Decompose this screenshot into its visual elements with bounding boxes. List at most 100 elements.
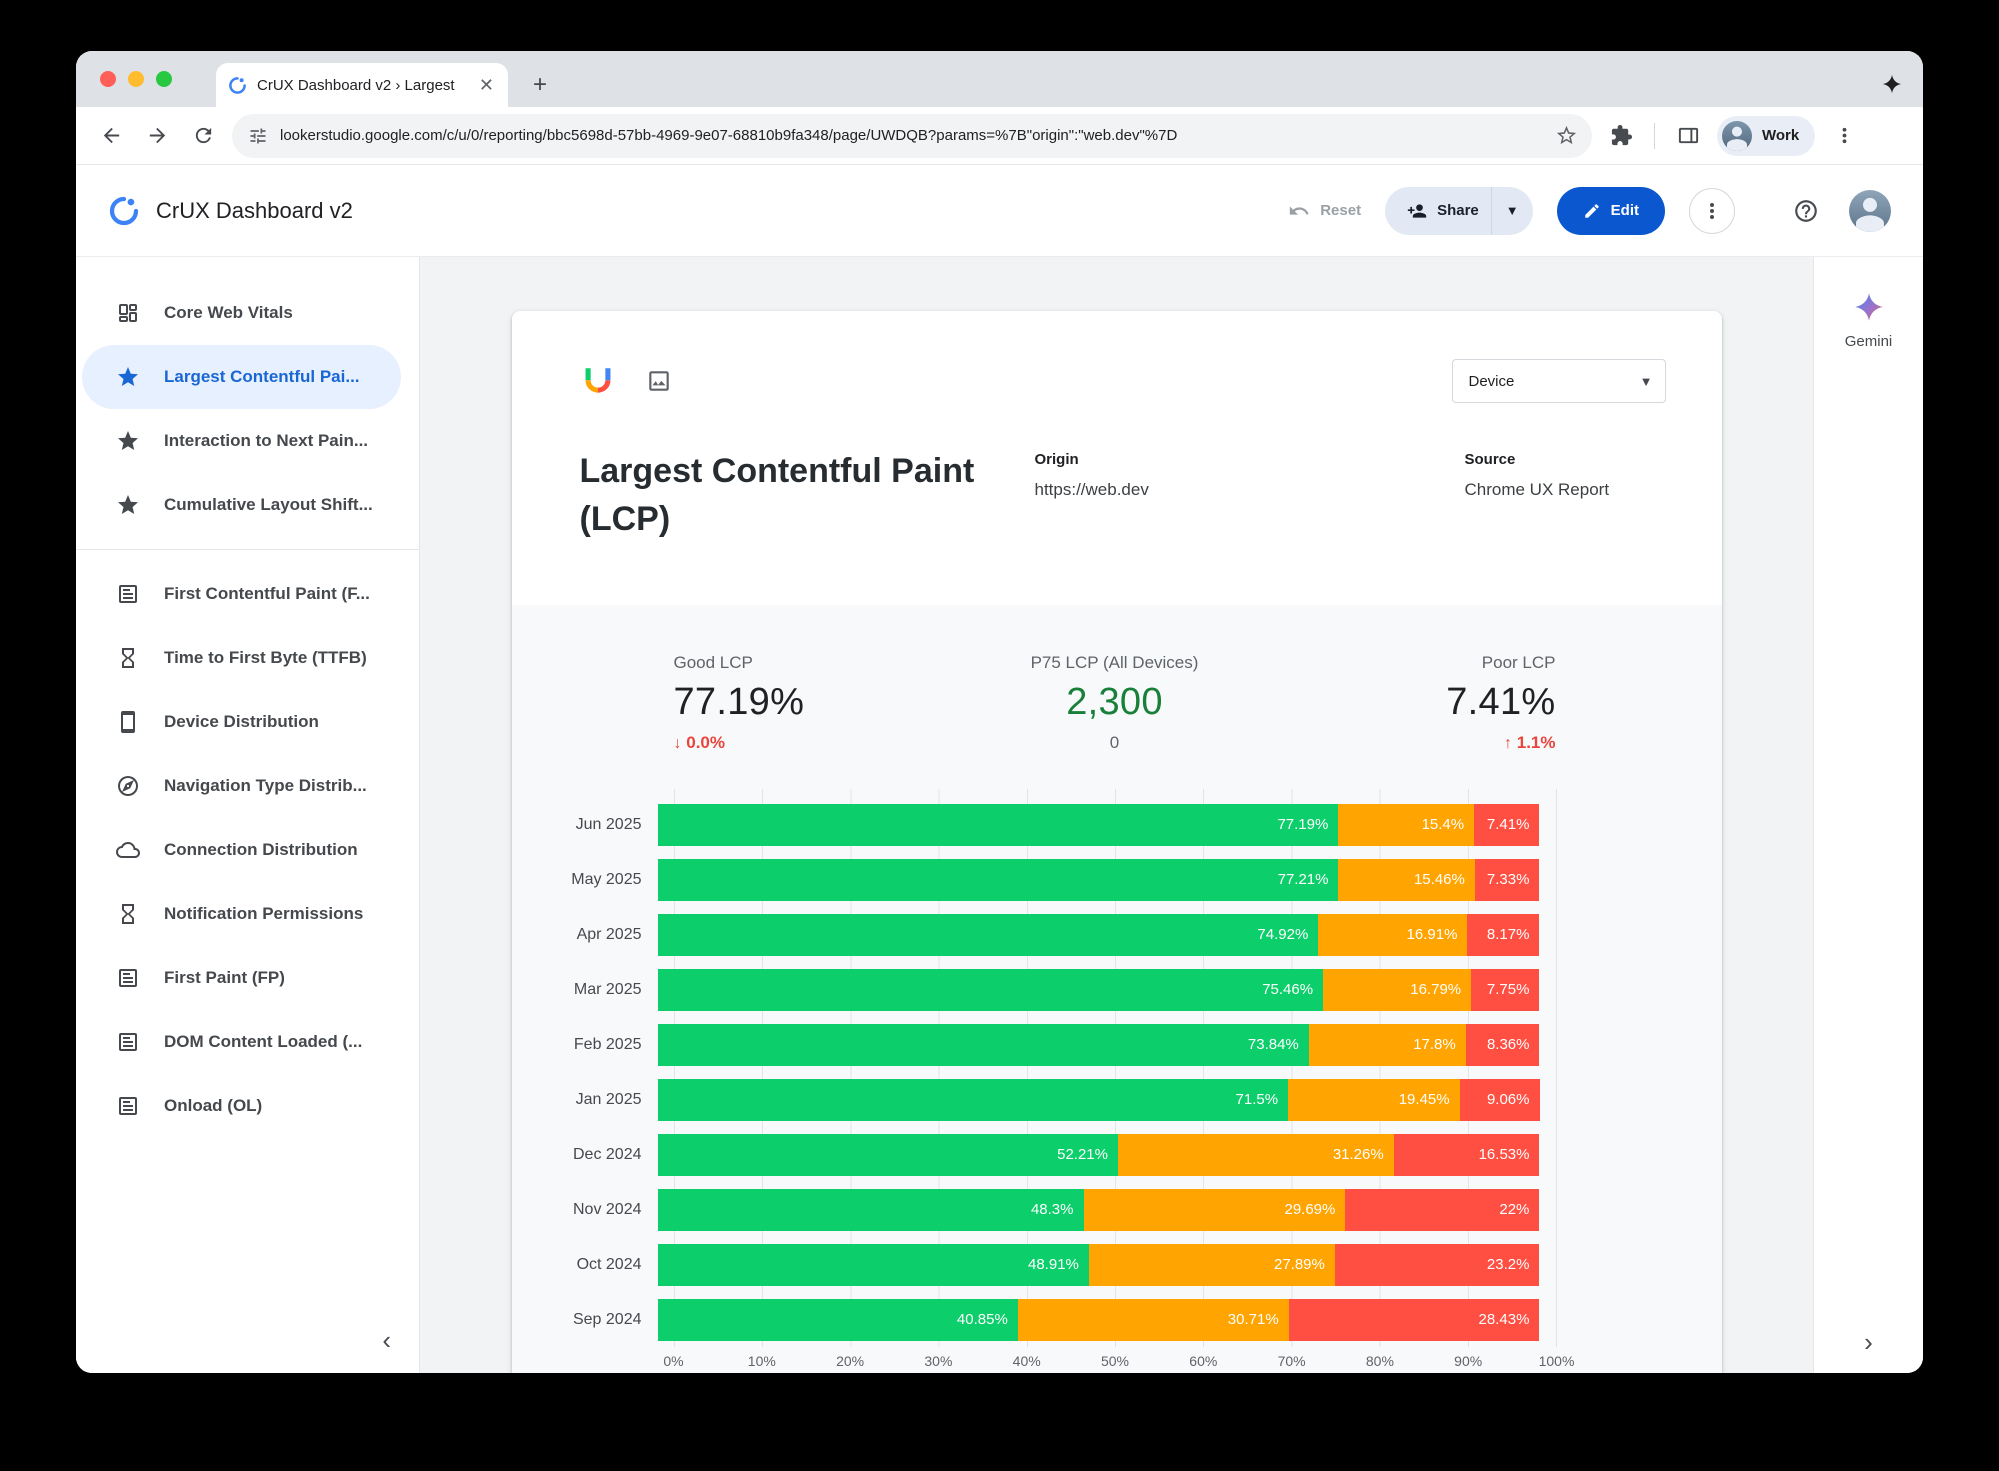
bar-segment-needs-improvement[interactable]: 17.8% xyxy=(1308,1023,1466,1066)
bookmark-star-icon[interactable] xyxy=(1555,124,1578,147)
url-text: lookerstudio.google.com/c/u/0/reporting/… xyxy=(280,127,1178,144)
bar-segment-needs-improvement[interactable]: 15.46% xyxy=(1338,858,1475,901)
bar-segment-good[interactable]: 48.3% xyxy=(657,1188,1084,1231)
expand-panel-chevron-icon[interactable]: › xyxy=(1864,1327,1873,1357)
sidebar-item-onload[interactable]: Onload (OL) xyxy=(82,1074,401,1138)
bar-segment-poor[interactable]: 8.17% xyxy=(1467,913,1540,956)
bar-segment-poor[interactable]: 8.36% xyxy=(1465,1023,1540,1066)
extensions-icon[interactable] xyxy=(1600,115,1642,157)
browser-sparkle-icon[interactable] xyxy=(1881,73,1903,95)
reload-button[interactable] xyxy=(182,115,224,157)
compass-icon xyxy=(116,774,140,798)
sidebar-item-core-web-vitals[interactable]: Core Web Vitals xyxy=(82,281,401,345)
reset-button[interactable]: Reset xyxy=(1288,200,1361,222)
sidebar-item-connection-distribution[interactable]: Connection Distribution xyxy=(82,818,401,882)
bar-segment-value: 52.21% xyxy=(1057,1146,1108,1163)
source-label: Source xyxy=(1464,451,1516,468)
gemini-icon[interactable] xyxy=(1853,291,1885,323)
tab-close-icon[interactable]: ✕ xyxy=(478,74,494,95)
bar-segment-needs-improvement[interactable]: 16.79% xyxy=(1323,968,1472,1011)
sidebar-item-label: Time to First Byte (TTFB) xyxy=(164,648,367,667)
new-tab-button[interactable]: + xyxy=(532,71,547,98)
sidebar-item-device-distribution[interactable]: Device Distribution xyxy=(82,690,401,754)
doc-icon xyxy=(116,1030,140,1054)
bar-segment-needs-improvement[interactable]: 29.69% xyxy=(1083,1188,1346,1231)
close-window-button[interactable] xyxy=(100,71,116,87)
bar-segment-value: 8.17% xyxy=(1486,926,1530,943)
sidebar-item-label: Core Web Vitals xyxy=(164,303,293,322)
x-axis-tick: 40% xyxy=(1012,1353,1041,1369)
bar-segment-poor[interactable]: 7.75% xyxy=(1471,968,1540,1011)
zoom-window-button[interactable] xyxy=(156,71,172,87)
sidebar-item-cumulative-layout-shift[interactable]: Cumulative Layout Shift... xyxy=(82,473,401,537)
report-card-header: Device ▼ Largest Contentful Paint (LCP) … xyxy=(512,311,1722,605)
webdev-logo-icon xyxy=(580,363,616,399)
bar-segment-needs-improvement[interactable]: 27.89% xyxy=(1088,1243,1335,1286)
bar-segment-good[interactable]: 74.92% xyxy=(657,913,1319,956)
more-options-button[interactable] xyxy=(1689,187,1735,234)
bar-segment-poor[interactable]: 23.2% xyxy=(1334,1243,1540,1286)
bar-segment-good[interactable]: 75.46% xyxy=(657,968,1324,1011)
share-button[interactable]: Share ▼ xyxy=(1385,186,1533,235)
profile-chip[interactable]: Work xyxy=(1717,115,1816,156)
report-title: Largest Contentful Paint (LCP) xyxy=(579,452,975,538)
tab-title: CrUX Dashboard v2 › Largest xyxy=(257,76,455,94)
forward-button[interactable] xyxy=(136,115,178,157)
sidebar-item-notification-permissions[interactable]: Notification Permissions xyxy=(82,882,401,946)
bar-segment-poor[interactable]: 16.53% xyxy=(1393,1133,1540,1176)
share-button-divider xyxy=(1490,186,1492,235)
looker-studio-favicon-icon xyxy=(228,76,247,95)
bar-segment-poor[interactable]: 7.41% xyxy=(1474,803,1540,846)
bar-segment-needs-improvement[interactable]: 30.71% xyxy=(1017,1298,1289,1341)
phone-icon xyxy=(116,710,140,734)
bar-segment-good[interactable]: 77.21% xyxy=(657,858,1339,901)
sidebar-item-time-to-first-byte[interactable]: Time to First Byte (TTFB) xyxy=(82,626,401,690)
device-filter-dropdown[interactable]: Device ▼ xyxy=(1451,359,1666,403)
sidebar-item-dom-content-loaded[interactable]: DOM Content Loaded (... xyxy=(82,1010,401,1074)
bar-segment-good[interactable]: 40.85% xyxy=(657,1298,1018,1341)
chart-category-label: Jun 2025 xyxy=(575,815,642,833)
bar-segment-good[interactable]: 48.91% xyxy=(657,1243,1089,1286)
sidebar-item-largest-contentful-paint[interactable]: Largest Contentful Pai... xyxy=(82,345,401,409)
edit-button[interactable]: Edit xyxy=(1556,186,1665,235)
bar-segment-value: 16.91% xyxy=(1406,926,1458,943)
chart-bar: 73.84% 17.8% 8.36% xyxy=(657,1023,1540,1066)
edit-label: Edit xyxy=(1610,202,1639,219)
bar-segment-value: 8.36% xyxy=(1486,1036,1530,1053)
account-avatar[interactable] xyxy=(1849,189,1891,232)
back-button[interactable] xyxy=(90,115,132,157)
browser-tab[interactable]: CrUX Dashboard v2 › Largest ✕ xyxy=(216,63,508,107)
window-controls xyxy=(100,71,172,87)
bar-segment-needs-improvement[interactable]: 15.4% xyxy=(1338,803,1475,846)
bar-segment-good[interactable]: 71.5% xyxy=(657,1078,1289,1121)
share-dropdown-caret-icon[interactable]: ▼ xyxy=(1505,203,1519,218)
help-button[interactable] xyxy=(1793,198,1819,224)
bar-segment-value: 16.53% xyxy=(1478,1146,1530,1163)
scorecard-value: 2,300 xyxy=(1066,681,1163,723)
browser-toolbar: lookerstudio.google.com/c/u/0/reporting/… xyxy=(76,107,1923,165)
sidebar-item-first-paint[interactable]: First Paint (FP) xyxy=(82,946,401,1010)
browser-menu-icon[interactable] xyxy=(1823,115,1865,157)
sidebar-item-navigation-type-distribution[interactable]: Navigation Type Distrib... xyxy=(82,754,401,818)
bar-segment-needs-improvement[interactable]: 31.26% xyxy=(1117,1133,1394,1176)
bar-segment-good[interactable]: 73.84% xyxy=(657,1023,1309,1066)
bar-segment-good[interactable]: 77.19% xyxy=(657,803,1339,846)
sidebar-item-first-contentful-paint[interactable]: First Contentful Paint (F... xyxy=(82,562,401,626)
chart-row: Feb 2025 73.84% 17.8% 8.36% xyxy=(512,1017,1722,1072)
bar-segment-needs-improvement[interactable]: 16.91% xyxy=(1318,913,1468,956)
looker-studio-logo[interactable] xyxy=(108,195,140,227)
side-panel-icon[interactable] xyxy=(1667,115,1709,157)
report-metrics-section: Good LCP 77.19% ↓ 0.0% P75 LCP (All Devi… xyxy=(511,605,1722,1373)
bar-segment-poor[interactable]: 22% xyxy=(1345,1188,1540,1231)
bar-segment-poor[interactable]: 28.43% xyxy=(1288,1298,1540,1341)
sidebar-item-label: Device Distribution xyxy=(164,712,319,731)
bar-segment-good[interactable]: 52.21% xyxy=(657,1133,1118,1176)
bar-segment-poor[interactable]: 9.06% xyxy=(1459,1078,1540,1121)
minimize-window-button[interactable] xyxy=(128,71,144,87)
site-info-icon[interactable] xyxy=(248,126,268,146)
bar-segment-needs-improvement[interactable]: 19.45% xyxy=(1288,1078,1460,1121)
sidebar-item-interaction-to-next-paint[interactable]: Interaction to Next Pain... xyxy=(82,409,401,473)
collapse-sidebar-chevron-icon[interactable]: ‹ xyxy=(382,1325,391,1355)
url-bar[interactable]: lookerstudio.google.com/c/u/0/reporting/… xyxy=(232,113,1592,158)
bar-segment-poor[interactable]: 7.33% xyxy=(1474,858,1540,901)
